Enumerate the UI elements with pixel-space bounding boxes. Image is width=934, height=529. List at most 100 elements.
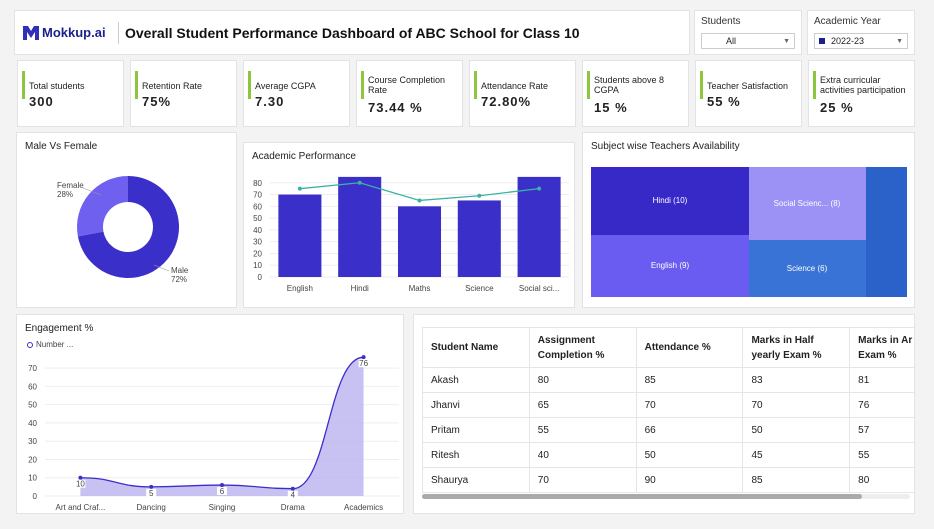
- table-cell: 80: [528, 367, 637, 393]
- trend-point[interactable]: [297, 186, 302, 191]
- x-tick: Dancing: [137, 503, 166, 512]
- kpi-accent: [813, 71, 816, 99]
- legend-label: Number ...: [36, 340, 74, 349]
- col-header[interactable]: Attendance %: [635, 327, 744, 368]
- bar[interactable]: [457, 200, 501, 277]
- x-tick: Social sci...: [519, 284, 559, 293]
- trend-point[interactable]: [537, 186, 542, 191]
- col-header[interactable]: Marks in Half yearly Exam %: [742, 327, 851, 368]
- scrollbar-thumb[interactable]: [422, 494, 862, 499]
- kpi-label: Retention Rate: [142, 81, 203, 91]
- y-tick: 60: [28, 382, 37, 391]
- gender-chart-card: Male Vs Female Female 28% Male 72%: [16, 132, 237, 308]
- treemap-label: English (9): [651, 261, 690, 270]
- treemap-cell-science[interactable]: Science (6): [749, 240, 866, 297]
- bar[interactable]: [397, 206, 442, 277]
- trend-point[interactable]: [357, 180, 362, 185]
- student-table: Student Name Assignment Completion % Att…: [422, 327, 914, 493]
- area-point[interactable]: [220, 483, 224, 488]
- treemap-cell-other[interactable]: [866, 167, 907, 297]
- table-cell: 57: [849, 417, 914, 443]
- kpi-accent: [22, 71, 25, 99]
- data-label-bg: [217, 487, 227, 496]
- y-tick: 70: [253, 191, 262, 200]
- table-row: Ritesh 40 50 45 55: [422, 442, 914, 468]
- kpi-accent: [361, 71, 364, 99]
- bar[interactable]: [517, 176, 561, 277]
- kpi-label: Attendance Rate: [481, 81, 549, 91]
- table-cell: Shaurya: [422, 467, 530, 493]
- area-point[interactable]: [361, 355, 366, 360]
- kpi-label: Extra curricular activities participatio…: [820, 75, 906, 95]
- col-header[interactable]: Assignment Completion %: [528, 327, 637, 368]
- kpi-card-extra-curricular: Extra curricular activities participatio…: [808, 60, 915, 127]
- treemap-label: Hindi (10): [653, 196, 688, 205]
- treemap-label: Social Scienc... (8): [774, 199, 841, 208]
- area-point[interactable]: [78, 475, 83, 480]
- treemap-cell-hindi[interactable]: Hindi (10): [591, 167, 749, 235]
- teachers-availability-card: Subject wise Teachers Availability Hindi…: [582, 132, 915, 308]
- table-cell: Ritesh: [422, 442, 530, 468]
- kpi-accent: [700, 71, 703, 99]
- donut-slice-female[interactable]: [77, 176, 128, 237]
- data-label-bg: [358, 359, 369, 368]
- y-tick: 30: [253, 238, 262, 247]
- table-header-row: Student Name Assignment Completion % Att…: [422, 327, 914, 368]
- data-label: 5: [149, 489, 154, 498]
- kpi-label: Course Completion Rate: [368, 75, 446, 95]
- col-header[interactable]: Student Name: [422, 327, 530, 368]
- col-header[interactable]: Marks in Ar Exam %: [849, 327, 914, 368]
- table-cell: 85: [742, 467, 851, 493]
- y-tick: 40: [253, 226, 262, 235]
- slice-label-male: Male: [171, 266, 189, 275]
- academic-performance-card: Academic Performance 0 10 20 30 40 50 60 70 80 E…: [243, 142, 575, 308]
- students-filter-label: Students: [701, 16, 741, 27]
- kpi-value: 25 %: [820, 100, 854, 115]
- data-label: 6: [220, 487, 225, 496]
- bar[interactable]: [278, 194, 322, 277]
- dashboard-header: Mokkup.ai Overall Student Performance Da…: [14, 10, 690, 55]
- table-cell: 70: [528, 467, 637, 493]
- trend-point[interactable]: [477, 193, 482, 198]
- table-row: Akash 80 85 83 81: [422, 367, 914, 393]
- slice-value-female: 28%: [57, 190, 73, 199]
- year-select-value: 2022-23: [831, 36, 865, 46]
- donut-slice-male[interactable]: [77, 176, 180, 278]
- trend-point[interactable]: [417, 198, 422, 203]
- area-point[interactable]: [149, 484, 154, 489]
- logo: Mokkup.ai: [23, 21, 119, 44]
- area-fill: [80, 357, 364, 496]
- table-row: Shaurya 70 90 85 80: [422, 467, 914, 493]
- year-filter-label: Academic Year: [814, 16, 881, 27]
- year-checkbox-icon: [819, 38, 825, 44]
- kpi-value: 72.80%: [481, 94, 532, 109]
- kpi-card-students-above-8: Students above 8 CGPA 15 %: [582, 60, 689, 127]
- x-tick: Drama: [281, 503, 306, 512]
- y-tick: 20: [28, 455, 37, 464]
- logo-text: Mokkup.ai: [42, 25, 106, 40]
- table-row: Jhanvi 65 70 70 76: [422, 392, 914, 418]
- area-point[interactable]: [290, 486, 295, 491]
- kpi-value: 75%: [142, 94, 172, 109]
- treemap-cell-english[interactable]: English (9): [591, 235, 749, 297]
- x-tick: Art and Craf...: [56, 503, 106, 512]
- students-select-value: All: [726, 36, 737, 46]
- kpi-accent: [135, 71, 138, 99]
- treemap-cell-social-science[interactable]: Social Scienc... (8): [749, 167, 866, 240]
- x-tick: Hindi: [351, 284, 369, 293]
- x-tick: Maths: [409, 284, 431, 293]
- y-tick: 40: [28, 419, 37, 428]
- horizontal-scrollbar[interactable]: [422, 494, 910, 499]
- bar[interactable]: [338, 176, 382, 277]
- data-label: 10: [76, 480, 85, 489]
- teachers-treemap: Hindi (10) English (9) Social Scienc... …: [591, 167, 907, 297]
- area-line: [80, 356, 364, 490]
- students-select[interactable]: All ▼: [701, 33, 795, 49]
- data-label: 76: [359, 359, 368, 368]
- student-table-card: Student Name Assignment Completion % Att…: [413, 314, 915, 514]
- table-row: Pritam 55 66 50 57: [422, 417, 914, 443]
- kpi-accent: [474, 71, 477, 99]
- y-tick: 80: [253, 179, 262, 188]
- kpi-label: Average CGPA: [255, 81, 316, 91]
- year-select[interactable]: 2022-23 ▼: [814, 33, 908, 49]
